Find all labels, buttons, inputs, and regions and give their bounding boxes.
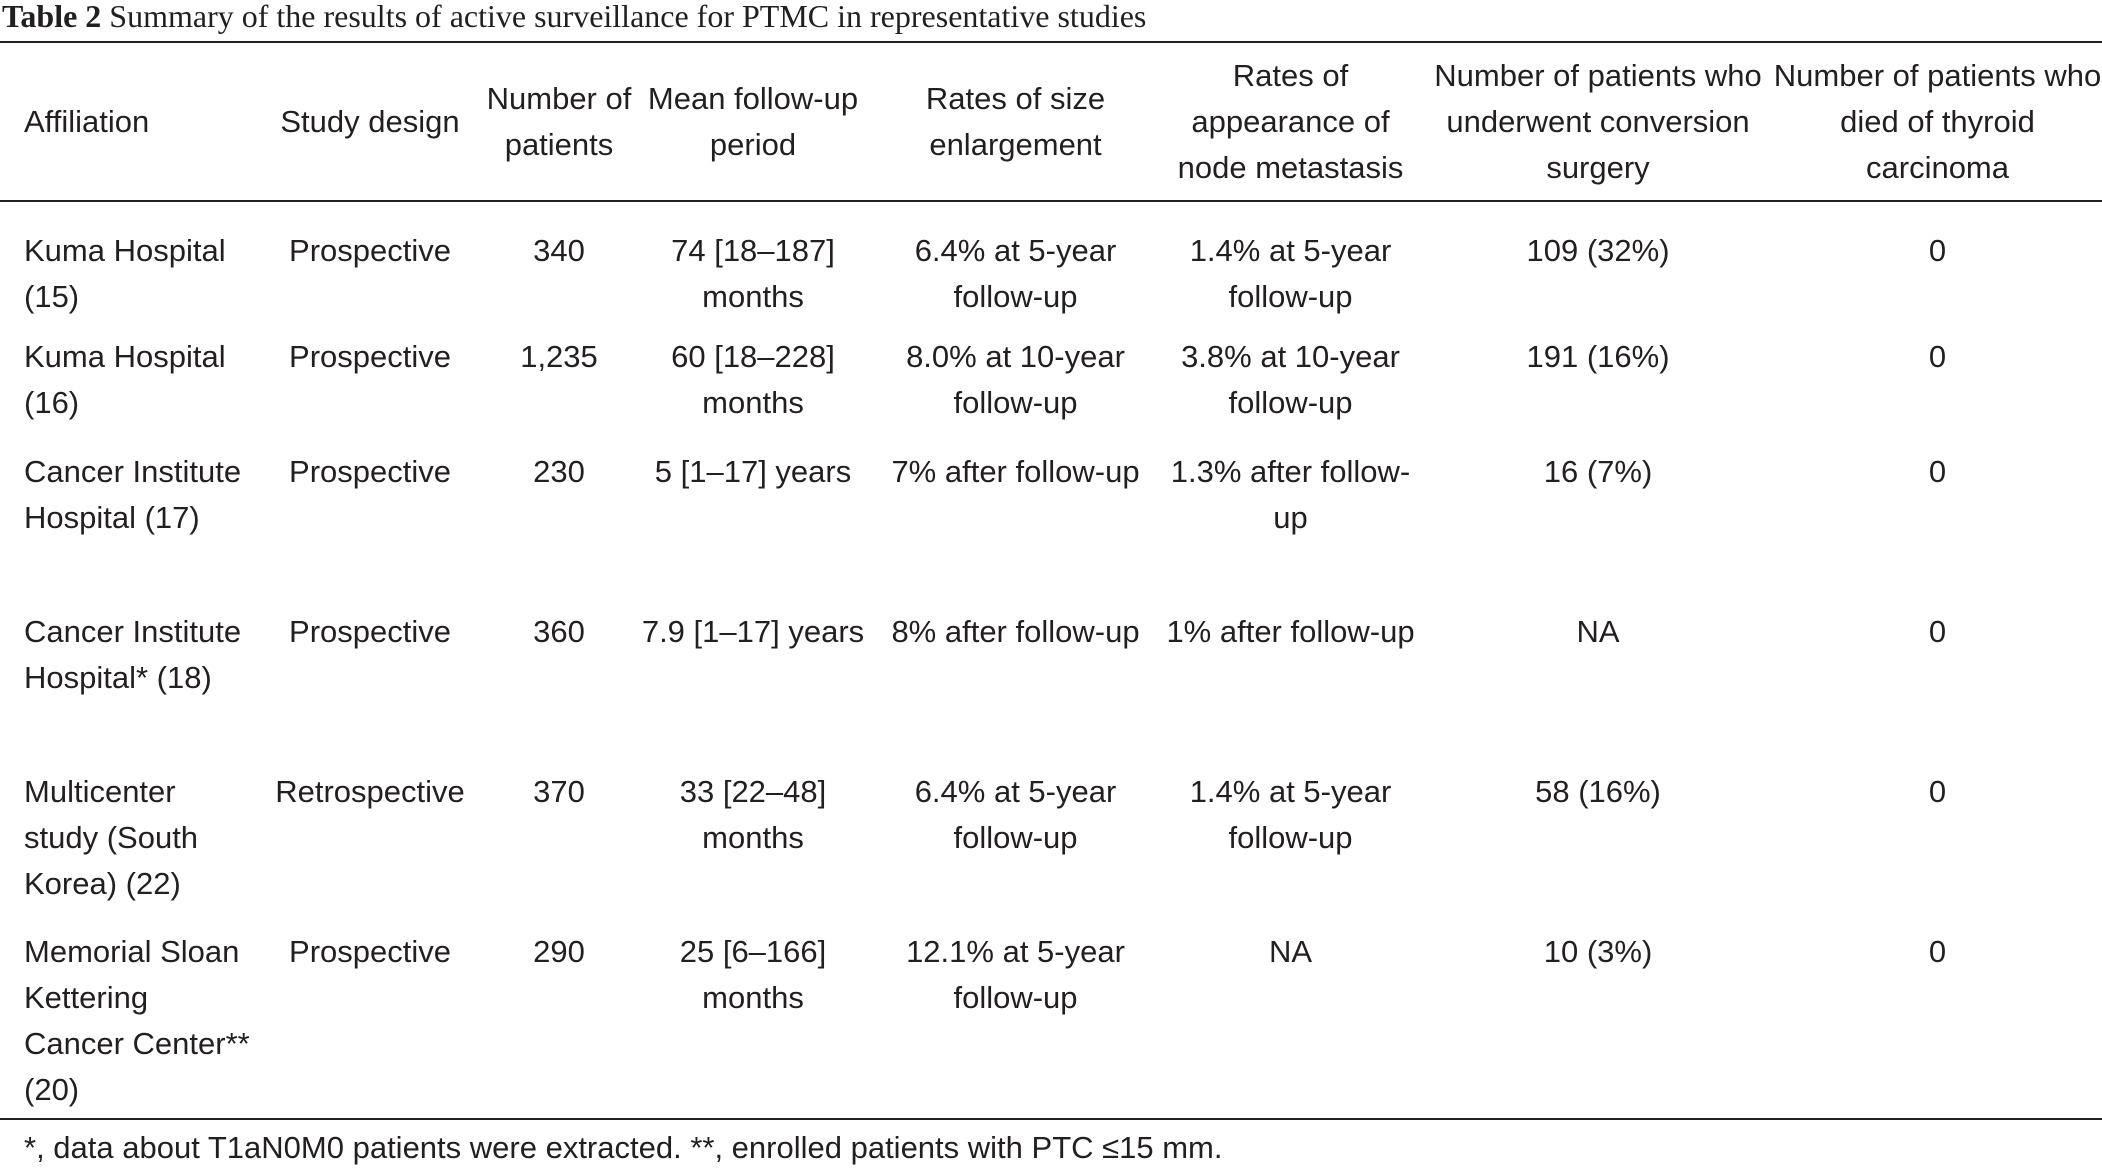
cell-conversion-surgery: NA [1576,614,1620,649]
cell-size-enlargement: 8.0% at 10-year follow-up [906,339,1125,420]
cell-node-metastasis: NA [1268,934,1313,969]
cell-size-enlargement: 12.1% at 5-year follow-up [906,934,1125,1015]
table-caption-label: Table 2 [2,0,102,34]
cell-size-enlargement: 6.4% at 5-year follow-up [914,233,1117,314]
cell-size-enlargement: 7% after follow-up [891,454,1140,489]
header-died: Number of patients who died of thyroid c… [1773,58,2102,185]
header-number-of-patients: Number of patients [486,81,632,162]
cell-affiliation: Kuma Hospital (16) [24,339,226,420]
cell-number-of-patients: 1,235 [520,339,598,374]
cell-number-of-patients: 340 [533,233,585,268]
cell-node-metastasis: 1.4% at 5-year follow-up [1189,233,1392,314]
header-study-design: Study design [280,104,460,139]
results-table: Affiliation Study design Number of patie… [0,44,2102,1120]
table-row: Kuma Hospital (16) Prospective 1,235 60 [18… [0,320,2102,435]
cell-node-metastasis: 1.4% at 5-year follow-up [1189,774,1392,855]
table-caption: Table 2 Summary of the results of active… [2,0,1146,36]
cell-node-metastasis: 1.3% after follow-up [1170,454,1411,535]
table-row: Memorial Sloan Kettering Cancer Center**… [0,915,2102,1120]
cell-conversion-surgery: 109 (32%) [1526,233,1670,268]
table-row: Cancer Institute Hospital* (18) Prospecti… [0,595,2102,755]
cell-died: 0 [1928,614,1947,649]
cell-died: 0 [1928,934,1947,969]
cell-study-design: Prospective [289,934,451,969]
cell-conversion-surgery: 58 (16%) [1535,774,1661,809]
cell-affiliation: Cancer Institute Hospital* (18) [24,614,242,695]
cell-affiliation: Kuma Hospital (15) [24,233,226,314]
table-caption-text: Summary of the results of active surveil… [109,0,1147,34]
header-row: Affiliation Study design Number of patie… [0,44,2102,200]
cell-conversion-surgery: 16 (7%) [1543,454,1653,489]
cell-mean-follow-up: 33 [22–48] months [679,774,827,855]
header-size-enlargement: Rates of size enlargement [925,81,1106,162]
table-body: Kuma Hospital (15) Prospective 340 74 [18–1… [0,200,2102,1120]
cell-died: 0 [1928,339,1947,374]
cell-size-enlargement: 6.4% at 5-year follow-up [914,774,1117,855]
table-footnote: *, data about T1aN0M0 patients were extr… [24,1130,1223,1165]
cell-study-design: Prospective [289,339,451,374]
cell-node-metastasis: 3.8% at 10-year follow-up [1181,339,1400,420]
cell-mean-follow-up: 25 [6–166] months [679,934,827,1015]
header-affiliation: Affiliation [24,104,150,139]
cell-died: 0 [1928,454,1947,489]
cell-study-design: Prospective [289,233,451,268]
cell-size-enlargement: 8% after follow-up [891,614,1140,649]
cell-mean-follow-up: 7.9 [1–17] years [641,614,865,649]
cell-died: 0 [1928,774,1947,809]
header-conversion-surgery: Number of patients who underwent convers… [1434,58,1762,185]
header-node-metastasis: Rates of appearance of node metastasis [1177,58,1404,185]
table-row: Cancer Institute Hospital (17) Prospectiv… [0,435,2102,595]
cell-conversion-surgery: 191 (16%) [1526,339,1670,374]
top-rule [0,41,2102,43]
bottom-rule [0,1118,2102,1120]
cell-affiliation: Cancer Institute Hospital (17) [24,454,242,535]
cell-study-design: Retrospective [275,774,465,809]
cell-study-design: Prospective [289,614,451,649]
cell-affiliation: Multicenter study (South Korea) (22) [24,774,199,901]
cell-number-of-patients: 230 [533,454,585,489]
header-rule [0,200,2102,202]
cell-node-metastasis: 1% after follow-up [1166,614,1415,649]
cell-mean-follow-up: 74 [18–187] months [671,233,835,314]
cell-mean-follow-up: 60 [18–228] months [671,339,835,420]
cell-affiliation: Memorial Sloan Kettering Cancer Center**… [24,934,250,1107]
table-row: Multicenter study (South Korea) (22) Retr… [0,755,2102,915]
header-mean-follow-up: Mean follow-up period [647,81,859,162]
cell-number-of-patients: 360 [533,614,585,649]
cell-number-of-patients: 290 [533,934,585,969]
cell-mean-follow-up: 5 [1–17] years [654,454,852,489]
cell-conversion-surgery: 10 (3%) [1543,934,1653,969]
cell-study-design: Prospective [289,454,451,489]
cell-died: 0 [1928,233,1947,268]
cell-number-of-patients: 370 [533,774,585,809]
table-row: Kuma Hospital (15) Prospective 340 74 [18–1… [0,200,2102,320]
